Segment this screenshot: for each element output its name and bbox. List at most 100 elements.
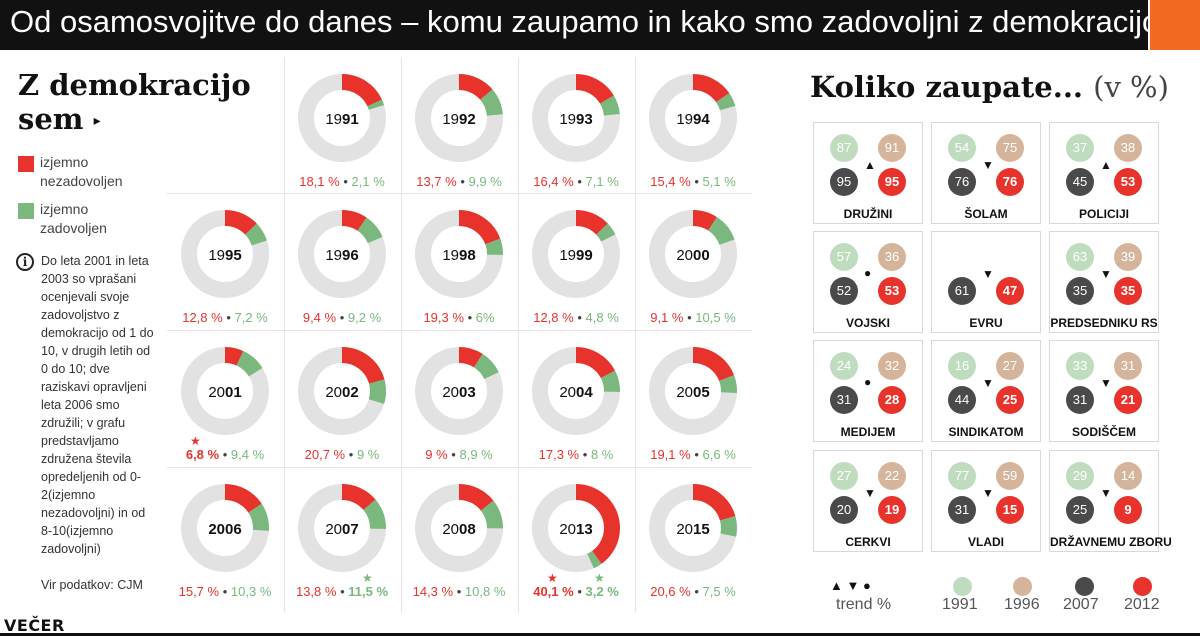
donut-segment-satisfied — [181, 484, 269, 572]
trust-value-1991: 29 — [1066, 462, 1094, 490]
donut-2006: 2006 — [179, 482, 271, 574]
donut-segment-unsatisfied — [181, 484, 269, 572]
trend-symbols: ▲ ▼ ● — [830, 578, 871, 593]
value-satisfied: 10,5 % — [695, 310, 736, 325]
trust-value-2007: 61 — [948, 277, 976, 305]
trust-value-2007: 31 — [948, 496, 976, 524]
trust-value-1996: 59 — [996, 462, 1024, 490]
data-source: Vir podatkov: CJM — [41, 578, 143, 592]
donut-svg — [532, 484, 620, 572]
donut-values: 20,7 % • 9 % — [284, 447, 400, 462]
trust-value-2012: 53 — [1114, 168, 1142, 196]
value-unsatisfied: 13,7 % — [416, 174, 457, 189]
info-icon: i — [16, 253, 34, 271]
trust-value-1991: 24 — [830, 352, 858, 380]
trust-value-2012: 76 — [996, 168, 1024, 196]
institution-label: CERKVI — [845, 535, 891, 549]
value-separator: • — [582, 447, 588, 462]
value-satisfied: 8,9 % — [459, 447, 493, 462]
value-separator: • — [339, 310, 345, 325]
donut-segment-unsatisfied — [649, 74, 737, 162]
trust-card: 77 59 31 15 ▼ VLADI — [931, 450, 1041, 552]
value-satisfied: 2,1 % — [351, 174, 385, 189]
legend-year-1991: 1991 — [942, 596, 978, 613]
star-icon: ★ — [190, 434, 201, 448]
value-unsatisfied: 18,1 % — [299, 174, 340, 189]
donut-values: 6,8 % • 9,4 % — [167, 447, 283, 462]
trust-value-1991: 87 — [830, 134, 858, 162]
trend-down-icon: ▼ — [982, 267, 994, 281]
accent-block — [1150, 0, 1200, 50]
institution-label: VLADI — [968, 535, 1004, 549]
donut-svg — [649, 347, 737, 435]
institution-label: EVRU — [969, 316, 1003, 330]
donut-1993: 1993 — [530, 72, 622, 164]
donut-year-label: 2000 — [676, 247, 710, 264]
trust-value-1996: 27 — [996, 352, 1024, 380]
trust-value-1996: 39 — [1114, 243, 1142, 271]
donut-year-label: 1998 — [442, 247, 476, 264]
satisfaction-heading-line2: sem — [18, 102, 84, 136]
grid-vline — [518, 57, 519, 612]
donut-year-label: 2003 — [442, 384, 476, 401]
value-unsatisfied: 15,4 % — [650, 174, 691, 189]
trend-up-icon: ▲ — [864, 158, 876, 172]
donut-year-label: 1994 — [676, 111, 710, 128]
value-satisfied: 4,8 % — [585, 310, 619, 325]
page-title: Od osamosvojitve do danes – komu zaupamo… — [10, 4, 1177, 39]
value-unsatisfied: 12,8 % — [182, 310, 223, 325]
value-separator: • — [694, 584, 699, 599]
trust-value-2012: 53 — [878, 277, 906, 305]
legend-year-1996: 1996 — [1004, 596, 1040, 613]
value-separator: • — [460, 174, 465, 189]
donut-segment-unsatisfied — [298, 74, 386, 162]
institution-label: SINDIKATOM — [948, 425, 1024, 439]
donut-svg — [181, 210, 269, 298]
trust-value-1996: 31 — [1114, 352, 1142, 380]
donut-segment-unsatisfied — [298, 210, 386, 298]
donut-values: 12,8 % • 7,2 % — [167, 310, 283, 325]
donut-year-label: 1995 — [208, 247, 242, 264]
donut-svg — [298, 347, 386, 435]
value-satisfied: 10,8 % — [464, 584, 506, 599]
value-satisfied: 11,5 % — [348, 584, 389, 599]
value-unsatisfied: 15,7 % — [178, 584, 220, 599]
value-unsatisfied: 14,3 % — [412, 584, 454, 599]
donut-segment-unsatisfied — [532, 210, 620, 298]
donut-segment-unsatisfied — [532, 484, 620, 572]
institution-label: DRŽAVNEMU ZBORU — [1050, 535, 1172, 549]
trust-card: 24 32 31 28 ● MEDIJEM — [813, 340, 923, 442]
trust-card: 57 36 52 53 ● VOJSKI — [813, 231, 923, 333]
trust-value-2007: 31 — [1066, 386, 1094, 414]
donut-2005: 2005 — [647, 345, 739, 437]
donut-1999: 1999 — [530, 208, 622, 300]
donut-svg — [415, 74, 503, 162]
value-unsatisfied: 9,1 % — [650, 310, 684, 325]
donut-1994: 1994 — [647, 72, 739, 164]
trend-down-icon: ▼ — [1100, 376, 1112, 390]
value-unsatisfied: 9 % — [425, 447, 448, 462]
donut-svg — [298, 74, 386, 162]
value-separator: • — [451, 447, 456, 462]
donut-year-label: 2013 — [559, 521, 593, 538]
donut-2000: 2000 — [647, 208, 739, 300]
donut-values: 13,7 % • 9,9 % — [401, 174, 517, 189]
donut-year-label: 2004 — [559, 384, 593, 401]
donut-year-label: 1991 — [325, 111, 359, 128]
satisfaction-heading: Z demokracijo sem ▸ — [18, 68, 251, 138]
value-satisfied: 5,1 % — [702, 174, 736, 189]
legend-year-2007: 2007 — [1063, 596, 1099, 613]
trust-value-2012: 19 — [878, 496, 906, 524]
value-separator: • — [343, 174, 348, 189]
donut-year-label: 2001 — [208, 384, 242, 401]
donut-values: 12,8 % • 4,8 % — [518, 310, 634, 325]
star-icon: ★ — [362, 571, 373, 585]
donut-values: 17,3 % • 8 % — [518, 447, 634, 462]
institution-label: POLICIJI — [1078, 207, 1129, 221]
legend-green: izjemno zadovoljen — [18, 200, 130, 238]
legend-year-2012: 2012 — [1124, 596, 1160, 613]
donut-year-label: 1993 — [559, 111, 593, 128]
institution-label: ŠOLAM — [964, 207, 1008, 221]
value-satisfied: 7,1 % — [585, 174, 619, 189]
value-separator: • — [577, 310, 582, 325]
